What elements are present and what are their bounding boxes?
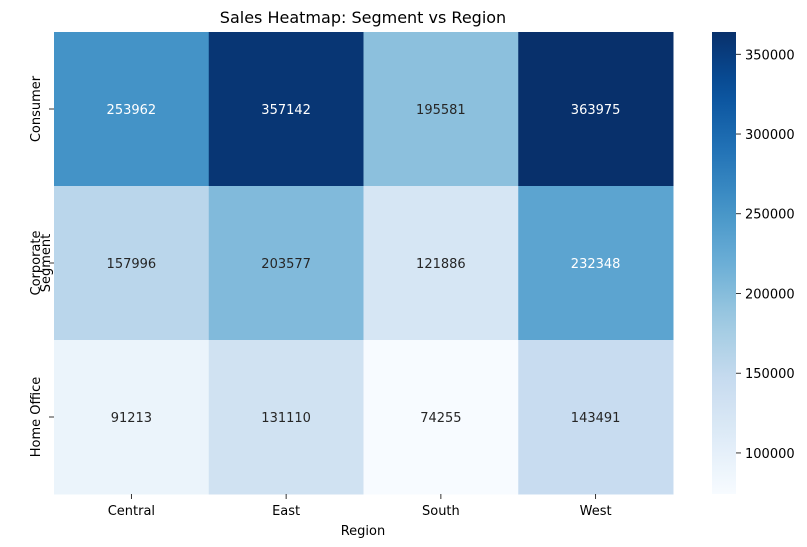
cell-value-label: 143491 xyxy=(571,411,621,426)
y-tick-label: Home Office xyxy=(29,377,44,457)
colorbar-tick-label: 350000 xyxy=(745,48,795,63)
x-tick-label: East xyxy=(272,504,300,519)
heatmap-cell xyxy=(518,186,674,341)
heatmap-cell xyxy=(54,340,210,495)
heatmap-cell xyxy=(518,32,674,187)
y-tick-label: Corporate xyxy=(29,231,44,296)
x-axis-title: Region xyxy=(341,524,386,539)
cell-value-label: 232348 xyxy=(571,257,621,272)
heatmap-cell xyxy=(54,186,210,341)
heatmap-cell xyxy=(208,32,364,187)
heatmap-cell xyxy=(54,32,210,187)
heatmap-cell-labels: 253962 357142 195581 363975 157996 203577 1218… xyxy=(107,103,621,426)
cell-value-label: 363975 xyxy=(571,103,621,118)
colorbar-tick-label: 200000 xyxy=(745,287,795,302)
heatmap-cell xyxy=(208,186,364,341)
y-tick-label: Consumer xyxy=(29,75,44,142)
colorbar-gradient xyxy=(712,32,736,494)
x-tick-label: Central xyxy=(108,504,155,519)
y-axis-ticks: Consumer Corporate Home Office xyxy=(29,75,54,457)
heatmap-cells xyxy=(54,32,674,495)
colorbar-tick-label: 150000 xyxy=(745,367,795,382)
colorbar-ticks: 100000 150000 200000 250000 300000 350000 xyxy=(736,48,795,462)
chart-title: Sales Heatmap: Segment vs Region xyxy=(220,8,506,27)
heatmap-cell xyxy=(518,340,674,495)
cell-value-label: 131110 xyxy=(261,411,311,426)
heatmap-cell xyxy=(363,186,519,341)
heatmap-cell xyxy=(363,340,519,495)
y-axis-title: Segment xyxy=(39,234,54,293)
cell-value-label: 121886 xyxy=(416,257,466,272)
colorbar xyxy=(712,32,736,494)
x-axis-ticks: Central East South West xyxy=(108,494,612,519)
cell-value-label: 253962 xyxy=(107,103,157,118)
colorbar-tick-label: 100000 xyxy=(745,447,795,462)
colorbar-tick-label: 250000 xyxy=(745,208,795,223)
cell-value-label: 357142 xyxy=(261,103,311,118)
heatmap-cell xyxy=(208,340,364,495)
cell-value-label: 91213 xyxy=(111,411,152,426)
x-tick-label: West xyxy=(580,504,612,519)
cell-value-label: 195581 xyxy=(416,103,466,118)
heatmap-cell xyxy=(363,32,519,187)
cell-value-label: 74255 xyxy=(420,411,461,426)
cell-value-label: 157996 xyxy=(107,257,157,272)
colorbar-tick-label: 300000 xyxy=(745,128,795,143)
cell-value-label: 203577 xyxy=(261,257,311,272)
x-tick-label: South xyxy=(422,504,460,519)
